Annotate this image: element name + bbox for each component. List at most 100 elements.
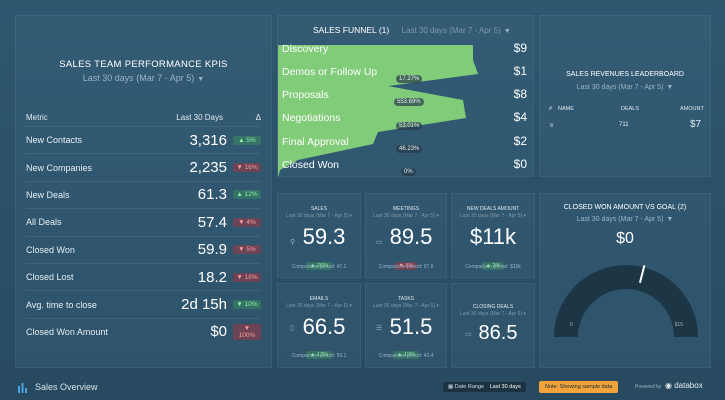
kpi-delta-badge: ▼ 100%	[233, 323, 261, 340]
kpi-row: Closed Won 59.9 ▼ 5%	[26, 235, 261, 263]
col-metric: Metric	[26, 113, 48, 122]
calendar-icon: ▦	[448, 384, 454, 390]
tile-comparison: Comparison period: 47.1	[291, 264, 347, 270]
funnel-area	[278, 45, 478, 176]
kpi-value: $0	[210, 323, 227, 341]
funnel-stage-label: Final Approval	[282, 136, 349, 148]
dashboard-name[interactable]: Sales Overview	[35, 382, 98, 392]
funnel-conversion-badge: 553.69%	[394, 98, 424, 106]
leader-amount: $7	[690, 119, 702, 130]
tile-sales[interactable]: SALES Last 30 days (Mar 7 - Apr 5) ▾ ⚲ 5…	[277, 193, 361, 278]
funnel-shape	[278, 45, 478, 176]
kpi-row: Avg. time to close 2d 15h ▼ 10%	[26, 290, 261, 317]
databox-brand-icon: ◉	[665, 381, 672, 390]
tile-delta: ▼ 8%	[366, 254, 446, 272]
funnel-date-selector[interactable]: Last 30 days (Mar 7 - Apr 5) ▼	[401, 26, 511, 35]
checklist-icon: ☰	[376, 325, 383, 332]
tile-new-deals-amount[interactable]: NEW DEALS AMOUNT Last 30 days (Mar 7 - A…	[451, 193, 535, 278]
kpi-row: Closed Won Amount $0 ▼ 100%	[26, 317, 261, 345]
tile-label: CLOSING DEALS	[472, 304, 514, 310]
col-amount: AMOUNT	[680, 106, 704, 112]
kpi-delta-badge: ▼ 10%	[233, 300, 261, 310]
tile-emails[interactable]: EMAILS Last 30 days (Mar 7 - Apr 5) ▾ ▯ …	[277, 283, 361, 368]
funnel-stage-amount: $0	[513, 157, 527, 171]
gauge-date-selector[interactable]: Last 30 days (Mar 7 - Apr 5) ▼	[576, 216, 674, 223]
kpi-row: New Deals 61.3 ▲ 12%	[26, 180, 261, 208]
tile-value: 66.5	[302, 314, 346, 339]
gauge-arc	[554, 265, 698, 337]
person-icon: ⚲	[290, 239, 296, 246]
funnel-stage-label: Proposals	[282, 89, 329, 101]
tile-label: TASKS	[397, 296, 415, 302]
kpi-value: 61.3	[197, 186, 227, 204]
tile-comparison: Comparison period: $10k	[465, 264, 521, 270]
tile-delta: ▲ 13%	[278, 343, 360, 361]
funnel-conversion-badge: 53.01%	[396, 122, 423, 130]
kpi-value: 59.9	[197, 241, 227, 259]
funnel-header: SALES FUNNEL (1) Last 30 days (Mar 7 - A…	[313, 25, 511, 35]
tile-comparison: Comparison period: 59.1	[291, 353, 347, 359]
funnel-stage-amount: $4	[513, 110, 527, 124]
tile-tasks[interactable]: TASKS Last 30 days (Mar 7 - Apr 5) ▾ ☰ 5…	[365, 283, 447, 368]
tile-date: Last 30 days (Mar 7 - Apr 5) ▾	[460, 213, 526, 219]
tile-delta: ▲ 26%	[278, 254, 360, 272]
trophy-icon: ♕	[549, 123, 555, 129]
sample-data-note: Note: Showing sample data	[539, 381, 619, 393]
tile-label: NEW DEALS AMOUNT	[466, 206, 520, 212]
chevron-down-icon: ▼	[503, 28, 511, 35]
kpi-delta-badge: ▼ 5%	[233, 245, 261, 255]
chevron-down-icon: ▼	[666, 84, 674, 91]
chevron-down-icon: ▼	[197, 76, 205, 83]
kpi-metric: Closed Won Amount	[26, 326, 108, 337]
gauge-value: $0	[616, 230, 634, 247]
funnel-stage-amount: $8	[513, 87, 527, 101]
tile-value: 59.3	[302, 224, 346, 249]
document-icon: ▯	[290, 325, 294, 332]
funnel-title: SALES FUNNEL (1)	[313, 25, 390, 35]
funnel-stage-amount: $9	[513, 41, 527, 55]
gauge-goal-marker	[638, 265, 646, 284]
kpi-row: Closed Lost 18.2 ▼ 18%	[26, 262, 261, 290]
sales-funnel-panel: SALES FUNNEL (1) Last 30 days (Mar 7 - A…	[277, 15, 534, 177]
funnel-stage-amount: $2	[513, 134, 527, 148]
tile-date: Last 30 days (Mar 7 - Apr 5) ▾	[286, 213, 352, 219]
kpi-value: 18.2	[197, 268, 227, 286]
kpi-date-selector[interactable]: Last 30 days (Mar 7 - Apr 5) ▼	[82, 73, 205, 83]
kpi-row: All Deals 57.4 ▼ 4%	[26, 208, 261, 235]
tile-date: Last 30 days (Mar 7 - Apr 5) ▾	[286, 303, 352, 309]
kpi-title: SALES TEAM PERFORMANCE KPIS	[59, 59, 228, 70]
kpi-table-header: Metric Last 30 Days Δ	[26, 113, 261, 122]
kpi-delta-badge: ▼ 4%	[233, 217, 261, 227]
tile-value: 51.5	[389, 314, 433, 339]
gauge-title: CLOSED WON AMOUNT VS GOAL (2)	[563, 204, 687, 211]
kpi-value: 57.4	[197, 213, 227, 231]
footer-bar: Sales Overview ▦ Date Range Last 30 days…	[0, 376, 725, 400]
tile-value: 86.5	[478, 322, 518, 344]
funnel-stage-label: Demos or Follow Up	[282, 66, 378, 78]
brand-link[interactable]: ◉ databox	[665, 381, 703, 390]
leaderboard-date-selector[interactable]: Last 30 days (Mar 7 - Apr 5) ▼	[576, 84, 674, 91]
kpi-metric: New Deals	[26, 189, 70, 200]
kpi-value: 2,235	[189, 159, 227, 177]
gauge-track	[554, 265, 698, 337]
kpi-metric: Closed Lost	[26, 272, 74, 283]
kpi-metric: Avg. time to close	[26, 299, 97, 310]
tile-closing-deals[interactable]: CLOSING DEALS Last 30 days (Mar 7 - Apr …	[451, 283, 535, 368]
gauge-panel: CLOSED WON AMOUNT VS GOAL (2) Last 30 da…	[539, 193, 711, 368]
tile-delta: ▲ 2%	[452, 254, 534, 272]
tile-delta: ▲ 19%	[366, 343, 446, 361]
col-period: Last 30 Days	[176, 113, 223, 122]
tile-label: EMAILS	[309, 296, 329, 302]
funnel-conversion-badge: 0%	[401, 168, 416, 176]
gauge-min: 0	[570, 322, 573, 328]
kpi-panel: SALES TEAM PERFORMANCE KPIS Last 30 days…	[15, 15, 272, 368]
col-deals: DEALS	[621, 106, 640, 112]
kpi-metric: Closed Won	[26, 244, 75, 255]
tile-comparison: Comparison period: 43.4	[378, 353, 434, 359]
date-range-button[interactable]: ▦ Date Range Last 30 days	[443, 382, 526, 392]
kpi-row: New Companies 2,235 ▼ 16%	[26, 153, 261, 180]
tile-meetings[interactable]: MEETINGS Last 30 days (Mar 7 - Apr 5) ▾ …	[365, 193, 447, 278]
col-rank: #	[549, 106, 553, 112]
leader-deals: 711	[619, 122, 629, 128]
powered-by: Powered by	[635, 384, 662, 390]
